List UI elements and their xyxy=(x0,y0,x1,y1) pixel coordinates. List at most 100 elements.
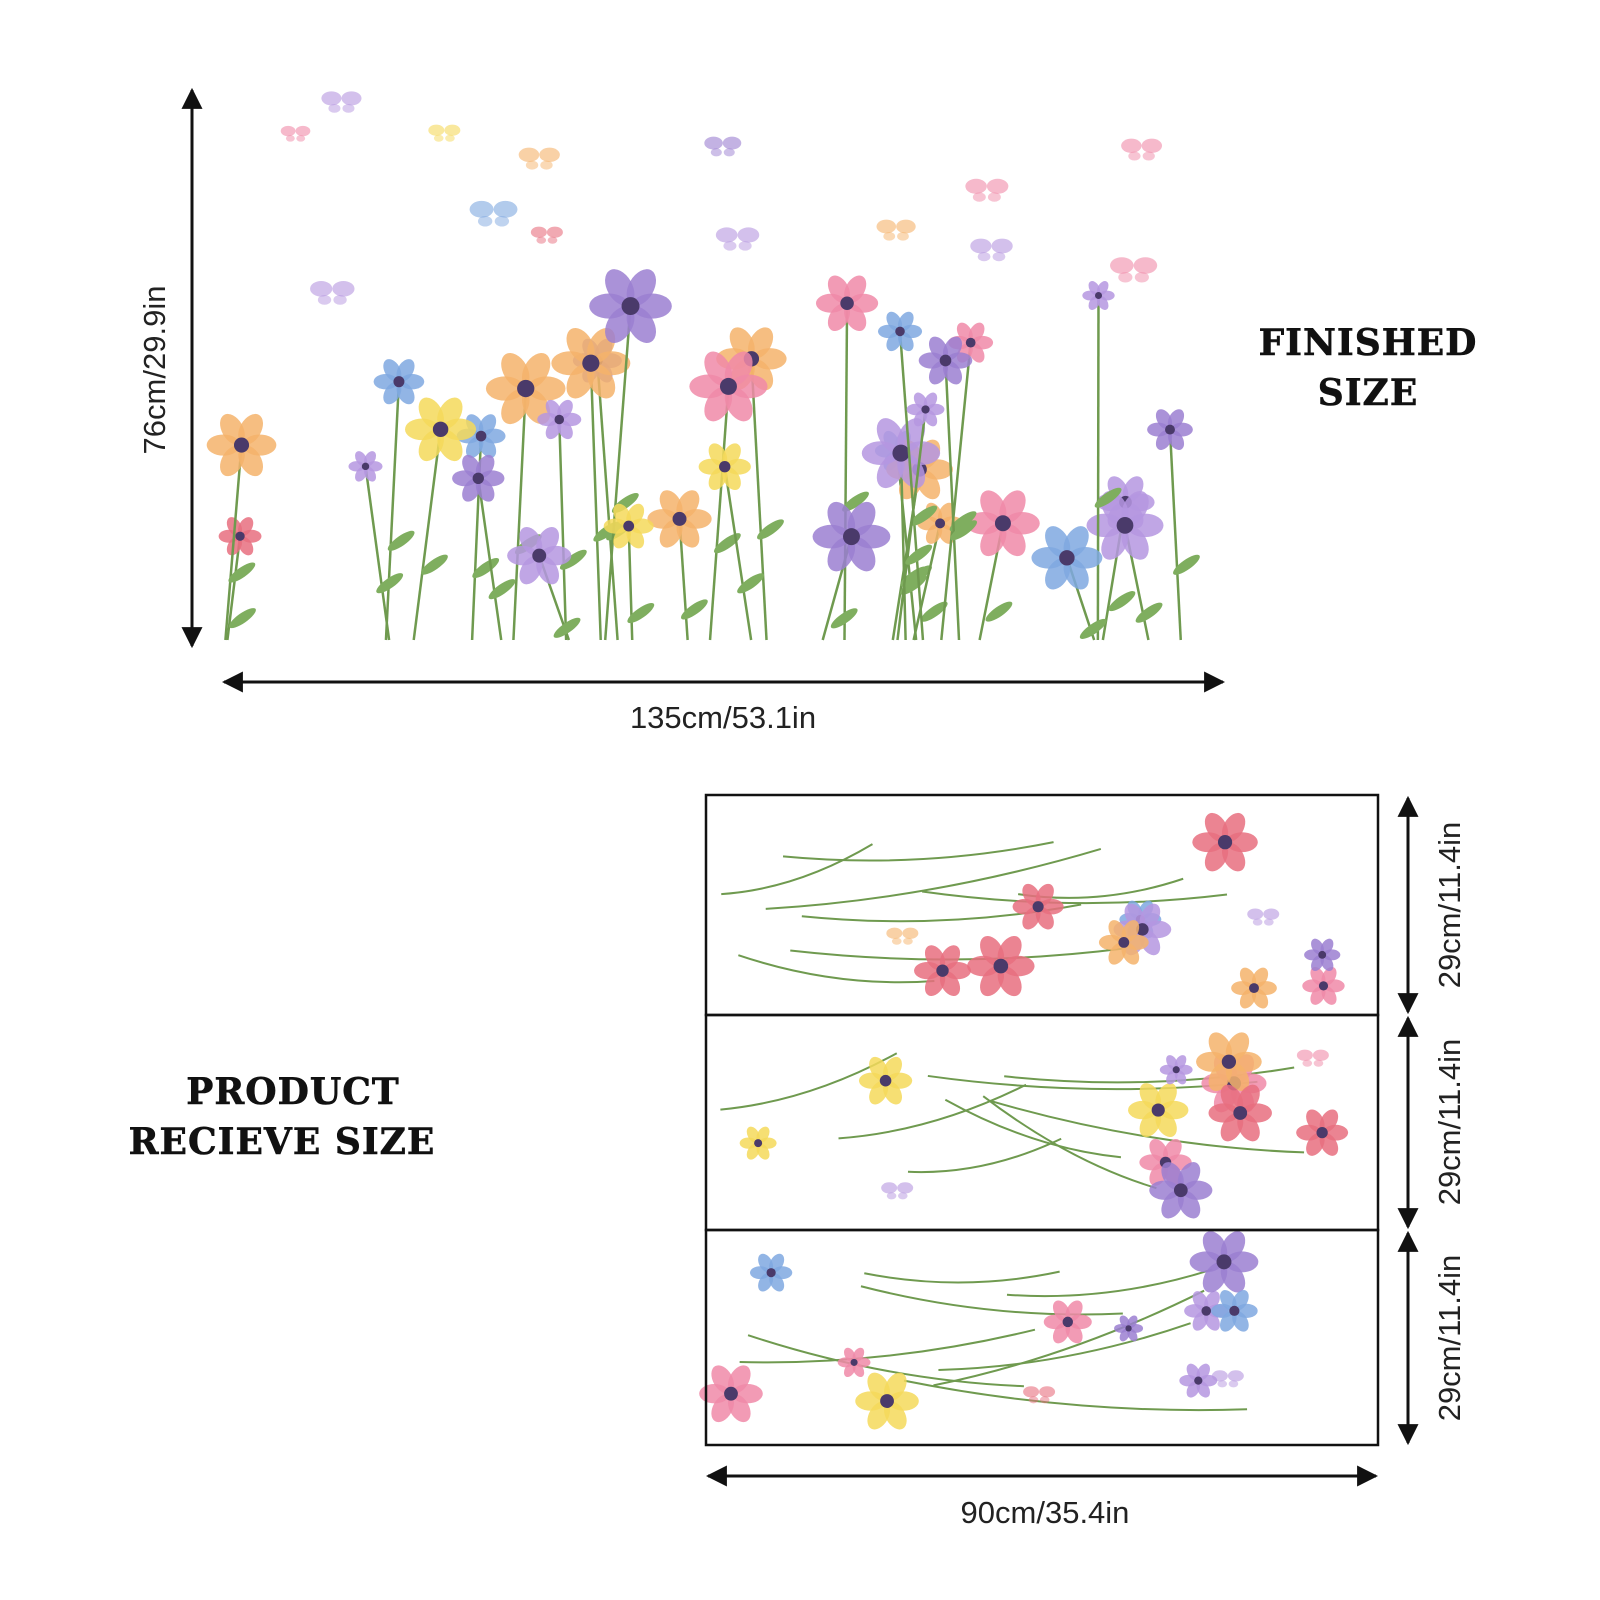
flower-center xyxy=(840,296,854,311)
flower-center xyxy=(582,354,600,372)
flower xyxy=(1128,1083,1189,1138)
flower xyxy=(1086,490,1164,560)
flower-center xyxy=(1151,1103,1165,1117)
wing xyxy=(896,219,916,234)
flower-center xyxy=(432,421,449,438)
flower-center xyxy=(1118,936,1130,948)
stem xyxy=(944,360,961,641)
flower xyxy=(1296,1109,1349,1156)
flower xyxy=(812,501,891,572)
flower-center xyxy=(895,326,905,337)
flower xyxy=(647,490,712,548)
flower xyxy=(877,311,923,352)
stem xyxy=(982,1095,1157,1190)
flower-center xyxy=(235,531,245,541)
flower-center xyxy=(724,1386,738,1401)
stem xyxy=(921,890,1228,905)
flower xyxy=(1012,883,1064,930)
height-label: 76cm/29.9in xyxy=(137,286,172,455)
wing xyxy=(295,125,311,137)
wing xyxy=(710,148,722,157)
petal xyxy=(475,454,495,479)
wing xyxy=(1211,1370,1228,1382)
leaf xyxy=(985,601,1013,622)
wing xyxy=(891,937,902,945)
flower-center xyxy=(532,548,547,563)
leaf xyxy=(920,601,948,622)
petal xyxy=(724,351,753,387)
butterfly xyxy=(321,91,362,113)
wing xyxy=(280,125,296,137)
leaf xyxy=(830,608,858,629)
flower-center xyxy=(1316,1127,1328,1139)
wing xyxy=(1313,1059,1324,1067)
wing xyxy=(1217,1380,1228,1388)
flower xyxy=(1082,281,1115,310)
leaf xyxy=(949,511,977,532)
wing xyxy=(1296,1049,1313,1061)
wing xyxy=(433,134,444,142)
leaf xyxy=(627,602,655,624)
flower-center xyxy=(965,337,976,348)
wing xyxy=(332,280,355,297)
wing xyxy=(546,226,563,238)
wing xyxy=(317,294,332,305)
butterfly xyxy=(965,178,1009,202)
flower xyxy=(1147,409,1193,450)
wing xyxy=(1039,1386,1056,1398)
stem xyxy=(739,1328,1036,1364)
sheet-width-label: 90cm/35.4in xyxy=(961,1495,1130,1530)
flower-center xyxy=(993,958,1009,974)
petal xyxy=(1196,1363,1210,1381)
wing xyxy=(1263,908,1280,920)
flower-center xyxy=(850,1358,858,1366)
flower xyxy=(218,517,262,556)
butterfly xyxy=(1110,257,1158,283)
leaf xyxy=(1094,487,1122,508)
flower xyxy=(452,454,505,502)
wing xyxy=(1247,908,1264,920)
leaf xyxy=(713,533,741,554)
stem xyxy=(558,419,568,641)
wing xyxy=(328,103,341,113)
flower xyxy=(837,1347,871,1378)
wing xyxy=(310,280,333,297)
wing xyxy=(902,927,919,939)
wing xyxy=(986,178,1009,194)
stem xyxy=(747,1334,1024,1388)
flower-center xyxy=(472,472,484,484)
flower xyxy=(739,1126,777,1160)
petal xyxy=(756,1126,770,1143)
butterfly xyxy=(886,927,919,945)
petal xyxy=(769,1253,785,1273)
stem xyxy=(782,841,1054,862)
stem xyxy=(898,331,925,641)
leaf xyxy=(905,544,933,565)
leaf xyxy=(559,549,587,570)
wing xyxy=(903,937,913,945)
wing xyxy=(1302,1059,1313,1067)
leaf xyxy=(900,574,927,595)
flower xyxy=(1031,526,1103,590)
petal xyxy=(1177,1162,1201,1190)
petal xyxy=(1035,883,1054,907)
finished-title: FINISHED xyxy=(1259,322,1478,364)
wing xyxy=(972,192,986,202)
petal xyxy=(1174,1055,1187,1070)
flower-center xyxy=(719,377,737,395)
petal xyxy=(1232,1290,1249,1311)
wing xyxy=(977,251,991,262)
wing xyxy=(321,91,342,106)
flower xyxy=(815,275,879,332)
wing xyxy=(342,103,355,113)
flower-center xyxy=(1125,1325,1132,1332)
petal xyxy=(238,413,264,445)
butterfly xyxy=(715,227,760,251)
wing xyxy=(1023,1386,1040,1398)
wing xyxy=(477,216,493,227)
flower xyxy=(966,490,1040,557)
butterfly xyxy=(1121,138,1163,161)
wing xyxy=(1312,1049,1329,1061)
flower xyxy=(1189,1231,1259,1293)
